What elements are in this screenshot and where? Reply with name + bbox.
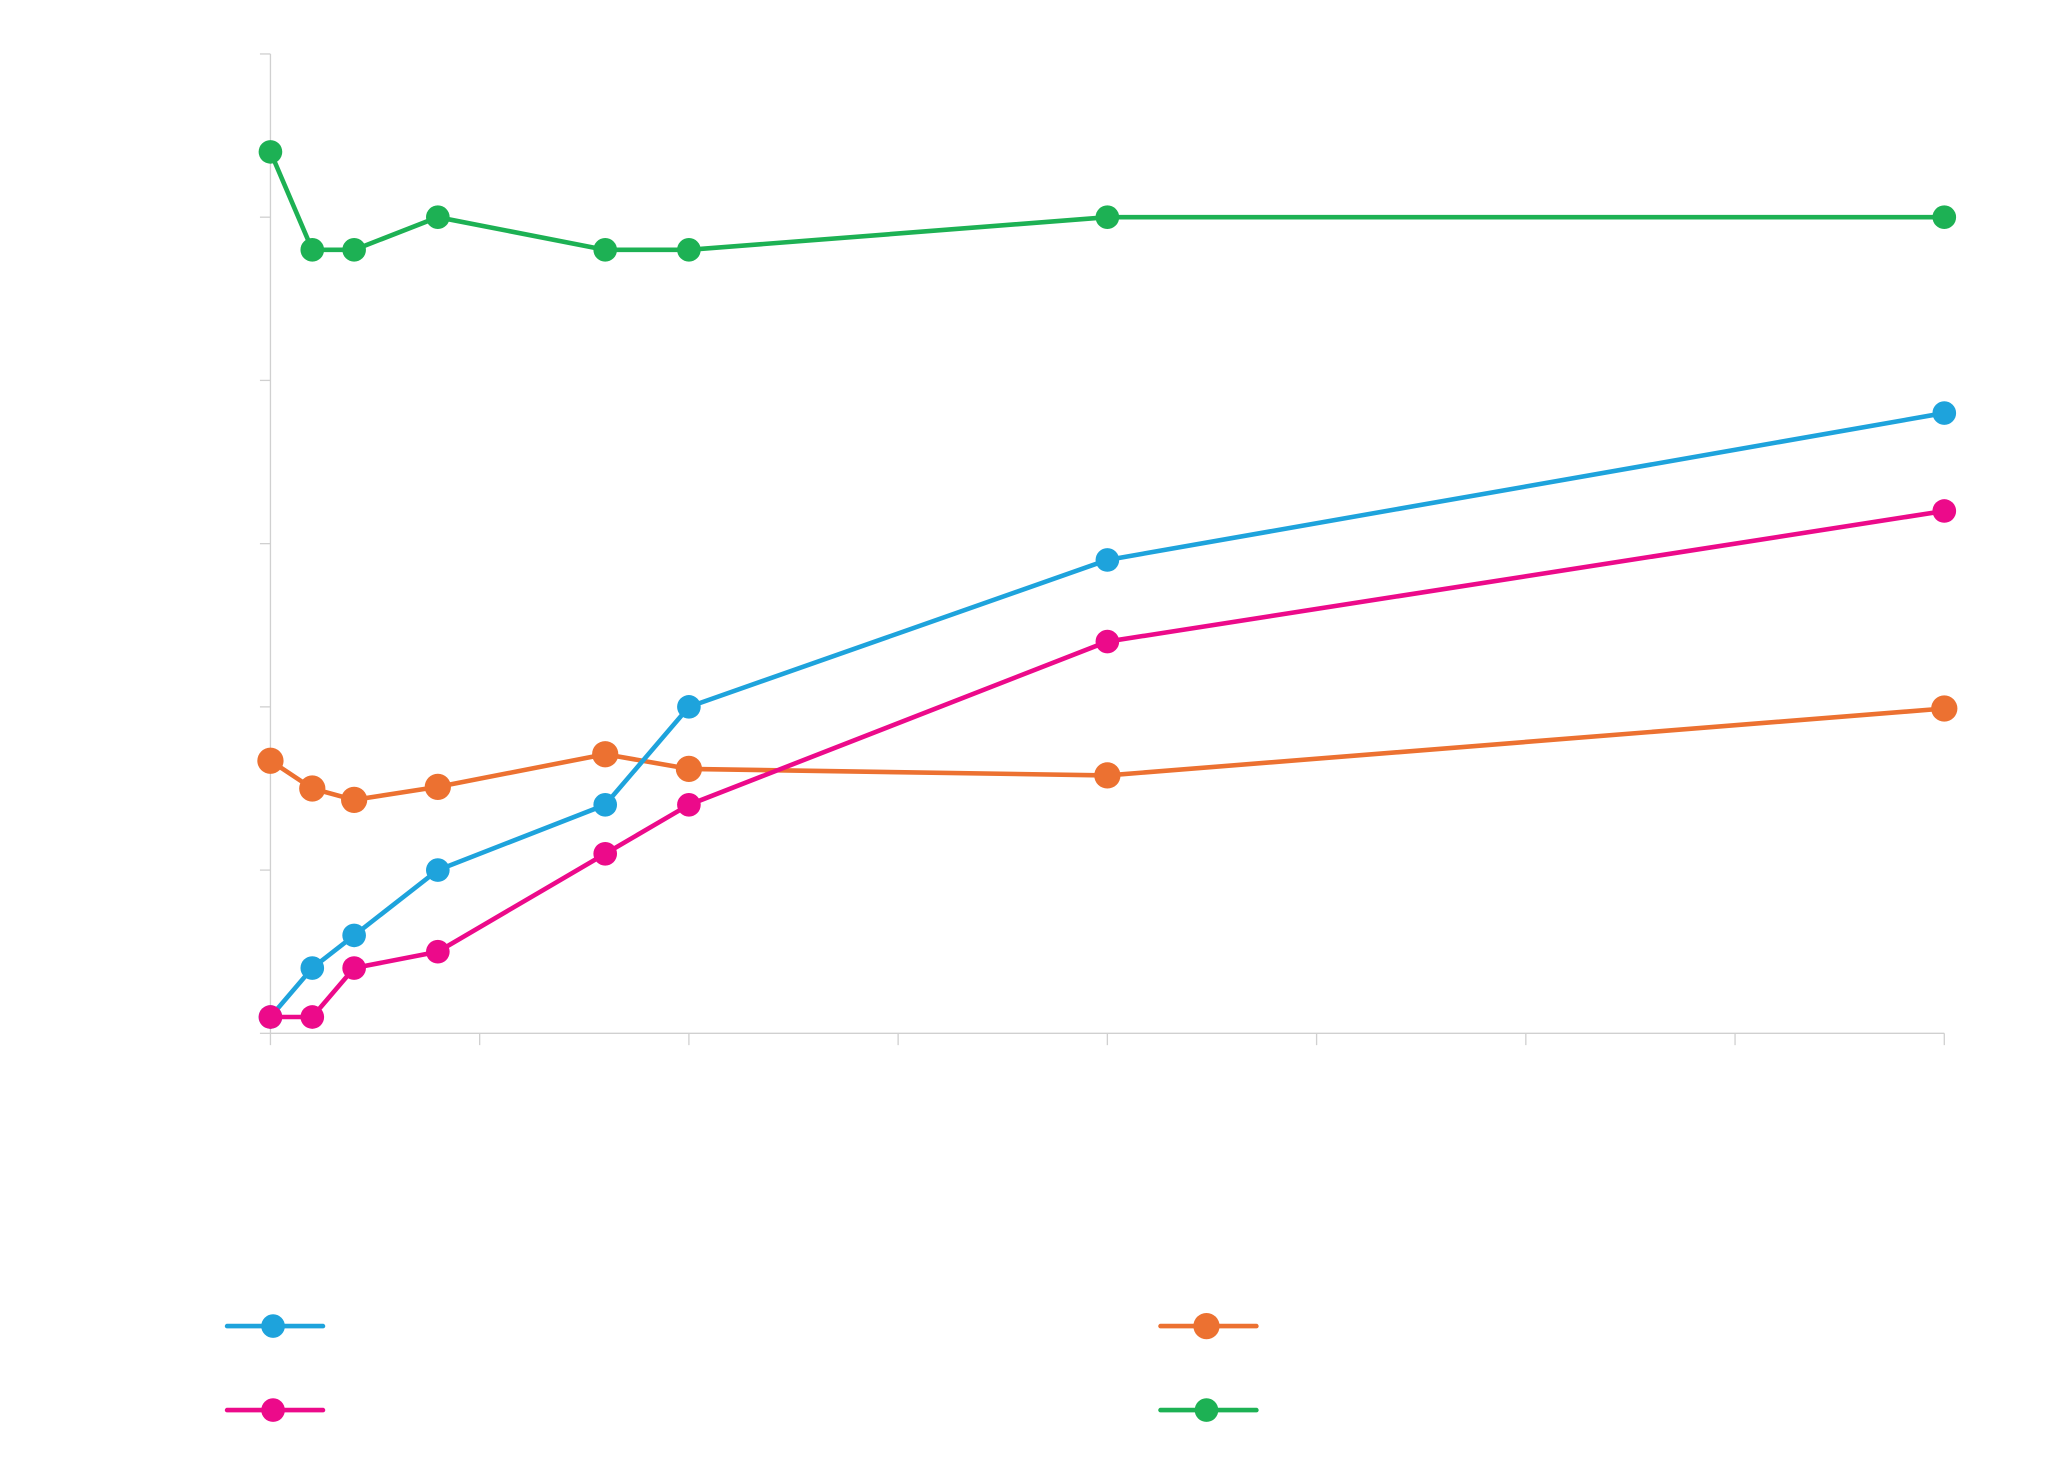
data-point	[1094, 762, 1121, 789]
series-1	[257, 695, 1958, 814]
series-3	[258, 140, 1957, 262]
data-point	[341, 786, 368, 814]
data-point	[257, 747, 284, 774]
legend-marker	[1193, 1312, 1220, 1340]
legend-item	[1158, 1398, 1259, 1422]
data-point	[258, 140, 283, 164]
data-point	[1932, 205, 1957, 230]
data-point	[1932, 401, 1957, 425]
data-point	[592, 741, 619, 768]
data-point	[677, 792, 701, 817]
legend-item	[224, 1314, 326, 1338]
data-point	[300, 238, 325, 262]
data-point	[342, 923, 366, 948]
data-point	[1095, 548, 1120, 572]
data-point	[593, 841, 618, 866]
legend-marker	[261, 1398, 285, 1422]
data-point	[426, 858, 450, 882]
data-point	[1932, 499, 1957, 523]
data-point	[258, 1005, 283, 1029]
legend-item	[224, 1398, 326, 1422]
data-point	[593, 238, 618, 262]
data-point	[1095, 629, 1120, 654]
data-point	[342, 956, 366, 980]
data-point	[677, 238, 701, 262]
series-line	[268, 150, 1945, 253]
legend-marker	[261, 1314, 285, 1338]
data-point	[342, 238, 366, 262]
data-point	[426, 205, 450, 230]
data-point	[1931, 695, 1958, 722]
data-point	[299, 775, 326, 802]
data-point	[300, 956, 325, 980]
data-point	[300, 1005, 325, 1029]
axes	[259, 53, 1945, 1046]
data-point	[675, 755, 703, 783]
data-point	[1095, 205, 1120, 230]
legend-item	[1158, 1312, 1259, 1340]
legend	[224, 1312, 1259, 1422]
series-0	[258, 401, 1957, 1029]
series-line	[268, 410, 1945, 1019]
series-2	[258, 499, 1957, 1029]
data-point	[426, 939, 450, 964]
data-point	[593, 792, 618, 817]
series-lines	[257, 140, 1958, 1029]
data-point	[424, 773, 451, 800]
data-point	[677, 695, 701, 719]
legend-marker	[1194, 1398, 1219, 1422]
